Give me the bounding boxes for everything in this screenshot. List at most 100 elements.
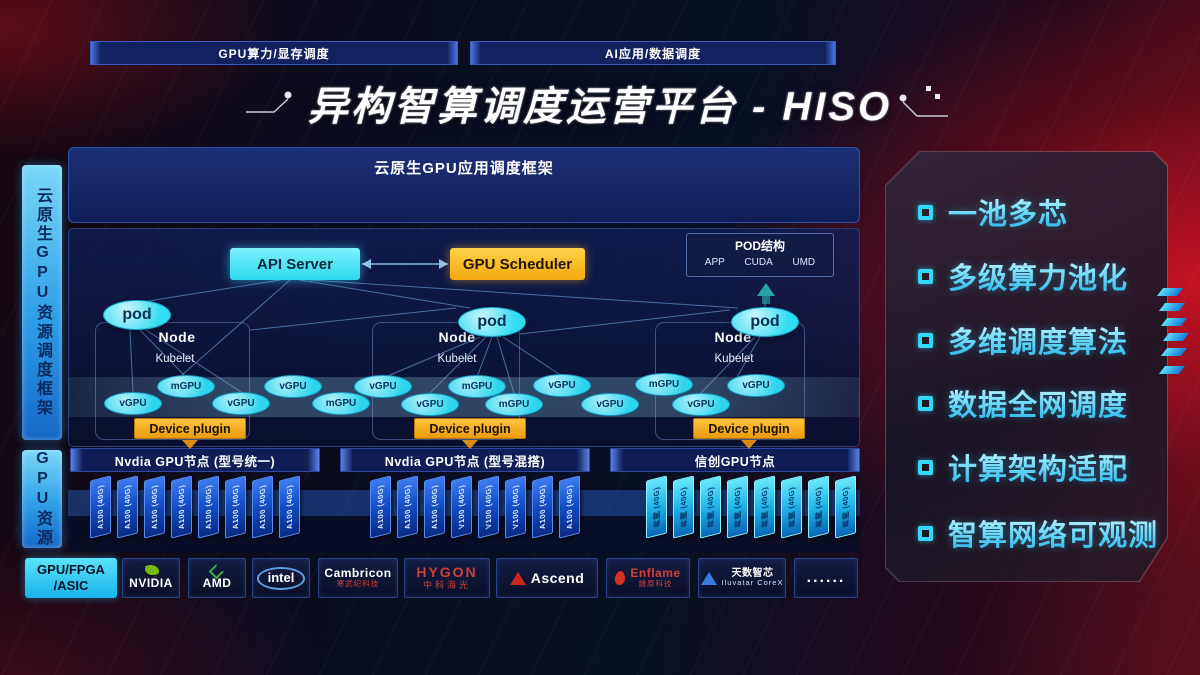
vendor-ascend: Ascend [496, 558, 598, 598]
gpu-ellipse[interactable]: vGPU [104, 392, 162, 415]
tab-ai-data-scheduling[interactable]: AI应用/数据调度 [470, 41, 836, 65]
feature-item-2: 多级算力池化 [918, 258, 1128, 295]
hatch-mark-icon [1158, 303, 1186, 311]
device-plugin-2[interactable]: Device plugin [414, 418, 526, 439]
vendor-nvidia: NVIDIA [122, 558, 180, 598]
gpu-card-row-1: A100 (40G) A100 (40G) A100 (40G) A100 (4… [90, 475, 300, 539]
down-arrow-icon [462, 440, 478, 449]
feature-item-3: 多维调度算法 [918, 322, 1128, 359]
gpu-ellipse[interactable]: vGPU [264, 375, 322, 398]
square-bullet-icon [918, 268, 933, 284]
gpu-ellipse[interactable]: vGPU [727, 374, 785, 397]
device-plugin-1[interactable]: Device plugin [134, 418, 246, 439]
square-bullet-icon [918, 459, 933, 475]
gpu-card: A100 (40G) [424, 475, 445, 539]
feature-panel [885, 151, 1168, 582]
hatch-mark-icon [1160, 318, 1188, 326]
kubelet-label-3: Kubelet [714, 353, 754, 365]
chip-types-box: GPU/FPGA /ASIC [25, 558, 117, 598]
gpu-card: 昇腾 (40G) [754, 475, 775, 539]
square-bullet-icon [918, 395, 933, 411]
gpu-card: A100 (40G) [252, 475, 273, 539]
gpu-card: 昇腾 (40G) [673, 475, 694, 539]
gpu-ellipse[interactable]: mGPU [157, 375, 215, 398]
hatch-mark-icon [1160, 348, 1188, 356]
gpu-card: A100 (40G) [559, 475, 580, 539]
gpu-card: 昇腾 (40G) [700, 475, 721, 539]
pod-struct-item-cuda: CUDA [744, 257, 773, 268]
group-label-nvidia-mixed: Nvdia GPU节点 (型号混搭) [340, 448, 590, 472]
hatch-mark-icon [1158, 366, 1186, 374]
gpu-card-row-3: 昇腾 (40G) 昇腾 (40G) 昇腾 (40G) 昇腾 (40G) 昇腾 (… [646, 475, 856, 539]
down-arrow-icon [182, 440, 198, 449]
node-label-1: Node [158, 329, 196, 345]
sidebar-gpu-resources: GPU资源 [22, 450, 62, 548]
app-panel-title: 云原生GPU应用调度框架 [374, 160, 554, 177]
vendor-intel: intel [252, 558, 310, 598]
gpu-card: 昇腾 (40G) [781, 475, 802, 539]
kubelet-label-2: Kubelet [437, 353, 477, 365]
pod-struct-item-umd: UMD [792, 257, 816, 268]
kubelet-label-1: Kubelet [155, 353, 195, 365]
gpu-card: V100 (40G) [451, 475, 472, 539]
down-arrow-icon [741, 440, 757, 449]
gpu-ellipse[interactable]: vGPU [672, 393, 730, 416]
square-bullet-icon [918, 525, 933, 541]
gpu-card: A100 (40G) [279, 475, 300, 539]
gpu-ellipse[interactable]: mGPU [485, 393, 543, 416]
gpu-card: V100 (40G) [478, 475, 499, 539]
pod-ellipse-1[interactable]: pod [103, 300, 171, 330]
enflame-flame-icon [614, 570, 627, 586]
gpu-ellipse[interactable]: vGPU [401, 393, 459, 416]
group-label-nvidia-uniform: Nvdia GPU节点 (型号统一) [70, 448, 320, 472]
gpu-ellipse[interactable]: vGPU [533, 374, 591, 397]
gpu-ellipse[interactable]: mGPU [312, 392, 370, 415]
pod-ellipse-3[interactable]: pod [731, 307, 799, 337]
gpu-ellipse[interactable]: vGPU [354, 375, 412, 398]
gpu-card: A100 (40G) [532, 475, 553, 539]
square-bullet-icon [918, 204, 933, 220]
iluvatar-triangle-icon [700, 571, 717, 585]
gpu-card: 昇腾 (40G) [646, 475, 667, 539]
feature-item-1: 一池多芯 [918, 194, 1068, 231]
page-title: 异构智算调度运营平台 - HISO [307, 85, 893, 129]
gpu-ellipse[interactable]: mGPU [635, 373, 693, 396]
vendor-iluvatar: 天数智芯 Iluvatar CoreX [698, 558, 786, 598]
app-scheduling-panel: 云原生GPU应用调度框架 [68, 147, 860, 223]
device-plugin-3[interactable]: Device plugin [693, 418, 805, 439]
gpu-card: A100 (40G) [144, 475, 165, 539]
pod-to-struct-arrow-icon [757, 283, 775, 304]
api-server-box[interactable]: API Server [230, 248, 360, 280]
node-box-1 [95, 322, 250, 440]
hatch-mark-icon [1162, 333, 1190, 341]
hatch-mark-icon [1156, 288, 1184, 296]
gpu-card: A100 (40G) [397, 475, 418, 539]
group-label-xinchuang: 信创GPU节点 [610, 448, 860, 472]
vendor-amd: AMD [188, 558, 246, 598]
gpu-card: A100 (40G) [225, 475, 246, 539]
feature-item-5: 计算架构适配 [918, 449, 1128, 486]
square-bullet-icon [918, 332, 933, 348]
vendor-hygon: HYGON 中科海光 [404, 558, 490, 598]
tab-gpu-compute-scheduling[interactable]: GPU算力/显存调度 [90, 41, 458, 65]
pod-structure-box: POD结构 APP CUDA UMD [686, 233, 834, 277]
gpu-card: A100 (40G) [370, 475, 391, 539]
gpu-ellipse[interactable]: vGPU [581, 393, 639, 416]
vendor-ellipsis: ...... [794, 558, 858, 598]
intel-oval-logo: intel [256, 566, 306, 590]
gpu-scheduler-box[interactable]: GPU Scheduler [450, 248, 585, 280]
gpu-ellipse[interactable]: vGPU [212, 392, 270, 415]
gpu-card: A100 (40G) [171, 475, 192, 539]
pod-ellipse-2[interactable]: pod [458, 307, 526, 337]
gpu-card: A100 (40G) [198, 475, 219, 539]
vendor-cambricon: Cambricon 寒武纪科技 [318, 558, 398, 598]
gpu-card: 昇腾 (40G) [808, 475, 829, 539]
gpu-card: A100 (40G) [117, 475, 138, 539]
feature-item-6: 智算网络可观测 [918, 515, 1158, 552]
gpu-card: 昇腾 (40G) [727, 475, 748, 539]
ascend-triangle-icon [509, 571, 526, 585]
gpu-card: A100 (40G) [90, 475, 111, 539]
gpu-card: 昇腾 (40G) [835, 475, 856, 539]
vendor-enflame: Enflame 燧原科技 [606, 558, 690, 598]
